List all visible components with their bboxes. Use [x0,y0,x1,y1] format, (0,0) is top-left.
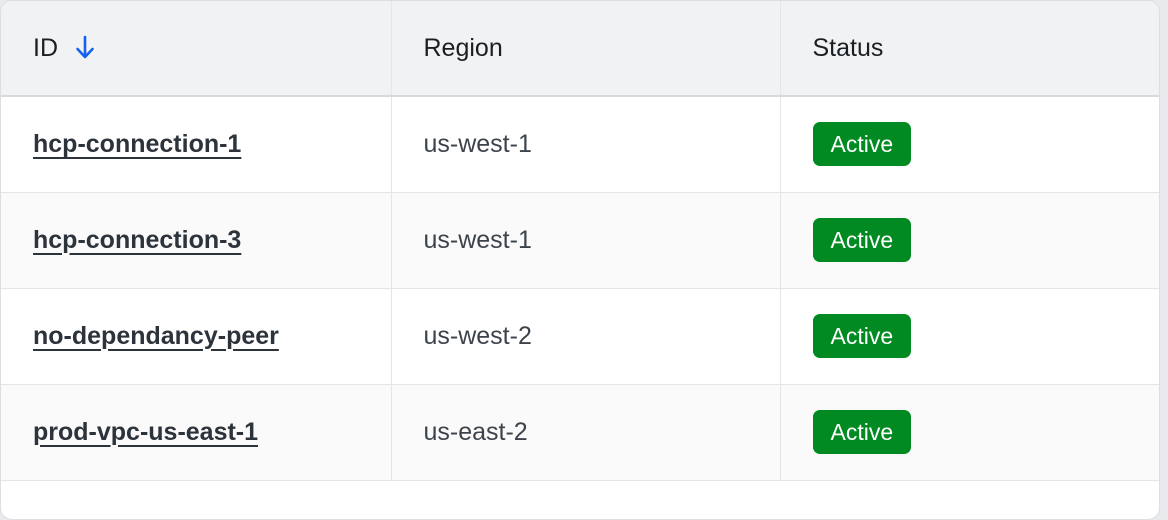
region-value: us-west-1 [423,129,532,158]
connection-id-link[interactable]: hcp-connection-1 [33,129,242,158]
status-badge: Active [812,122,912,167]
table-body: hcp-connection-1 us-west-1 Active hcp-co… [1,96,1159,481]
table-row: no-dependancy-peer us-west-2 Active [1,288,1159,385]
status-badge: Active [812,218,912,262]
cell-status: Active [780,192,1159,289]
table-row: hcp-connection-1 us-west-1 Active [1,96,1159,193]
region-value: us-east-2 [423,417,528,446]
region-value: us-west-2 [423,321,532,350]
connection-id-link[interactable]: prod-vpc-us-east-1 [33,417,259,446]
cell-region: us-west-1 [391,192,781,289]
connection-id-link[interactable]: hcp-connection-3 [33,225,242,254]
cell-status: Active [780,384,1159,481]
table-row: hcp-connection-3 us-west-1 Active [1,192,1159,289]
cell-region: us-west-2 [391,288,781,385]
column-header-id-label: ID [33,33,58,62]
cell-region: us-west-1 [391,96,781,193]
column-header-region-label: Region [423,33,503,62]
cell-id: no-dependancy-peer [1,288,392,385]
column-header-status-label: Status [812,33,884,62]
column-header-id[interactable]: ID [1,1,392,97]
column-header-status[interactable]: Status [780,1,1159,97]
cell-status: Active [780,288,1159,385]
arrow-down-icon[interactable] [74,35,96,61]
connection-id-link[interactable]: no-dependancy-peer [33,321,279,350]
connections-table: ID Region [1,1,1159,481]
table-header-row: ID Region [1,1,1159,97]
status-badge: Active [812,410,912,454]
column-header-region[interactable]: Region [391,1,781,97]
table-header: ID Region [1,1,1159,97]
cell-id: hcp-connection-1 [1,96,392,193]
cell-region: us-east-2 [391,384,781,481]
cell-status: Active [780,96,1159,193]
status-badge: Active [812,314,912,358]
cell-id: prod-vpc-us-east-1 [1,384,392,481]
table-row: prod-vpc-us-east-1 us-east-2 Active [1,384,1159,481]
cell-id: hcp-connection-3 [1,192,392,289]
region-value: us-west-1 [423,225,532,254]
